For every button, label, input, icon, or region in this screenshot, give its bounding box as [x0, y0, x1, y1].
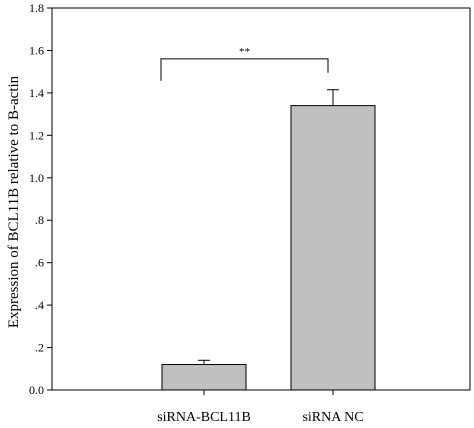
plot-frame [51, 7, 471, 391]
bars [161, 105, 376, 391]
axes: 0.0 .2 .4 .6 .8 1.0 1.2 1.4 1.6 1.8 siRNA-BCL11B si… [29, 1, 471, 425]
y-tick-label: .6 [35, 256, 44, 270]
x-tick-label: siRNA-BCL11B [157, 410, 251, 425]
y-tick-label: 1.2 [29, 128, 44, 142]
y-tick-label: .4 [35, 298, 44, 312]
y-tick-label: .2 [35, 341, 44, 355]
bar [290, 105, 376, 391]
y-tick-label: 1.0 [29, 171, 44, 185]
significance-label: ** [239, 46, 250, 58]
bar [161, 364, 247, 391]
y-tick-label: 1.4 [29, 86, 44, 100]
error-bars [198, 89, 339, 365]
y-tick-label: 1.8 [29, 1, 44, 15]
y-tick-label: 0.0 [29, 383, 44, 397]
y-axis-label: Expression of BCL11B relative to B-actin [6, 75, 22, 328]
bracket-line [160, 58, 329, 81]
y-tick-label: 1.6 [29, 43, 44, 57]
x-tick-label: siRNA NC [302, 410, 363, 425]
significance-bracket: ** [160, 46, 329, 81]
y-tick-label: .8 [35, 213, 44, 227]
